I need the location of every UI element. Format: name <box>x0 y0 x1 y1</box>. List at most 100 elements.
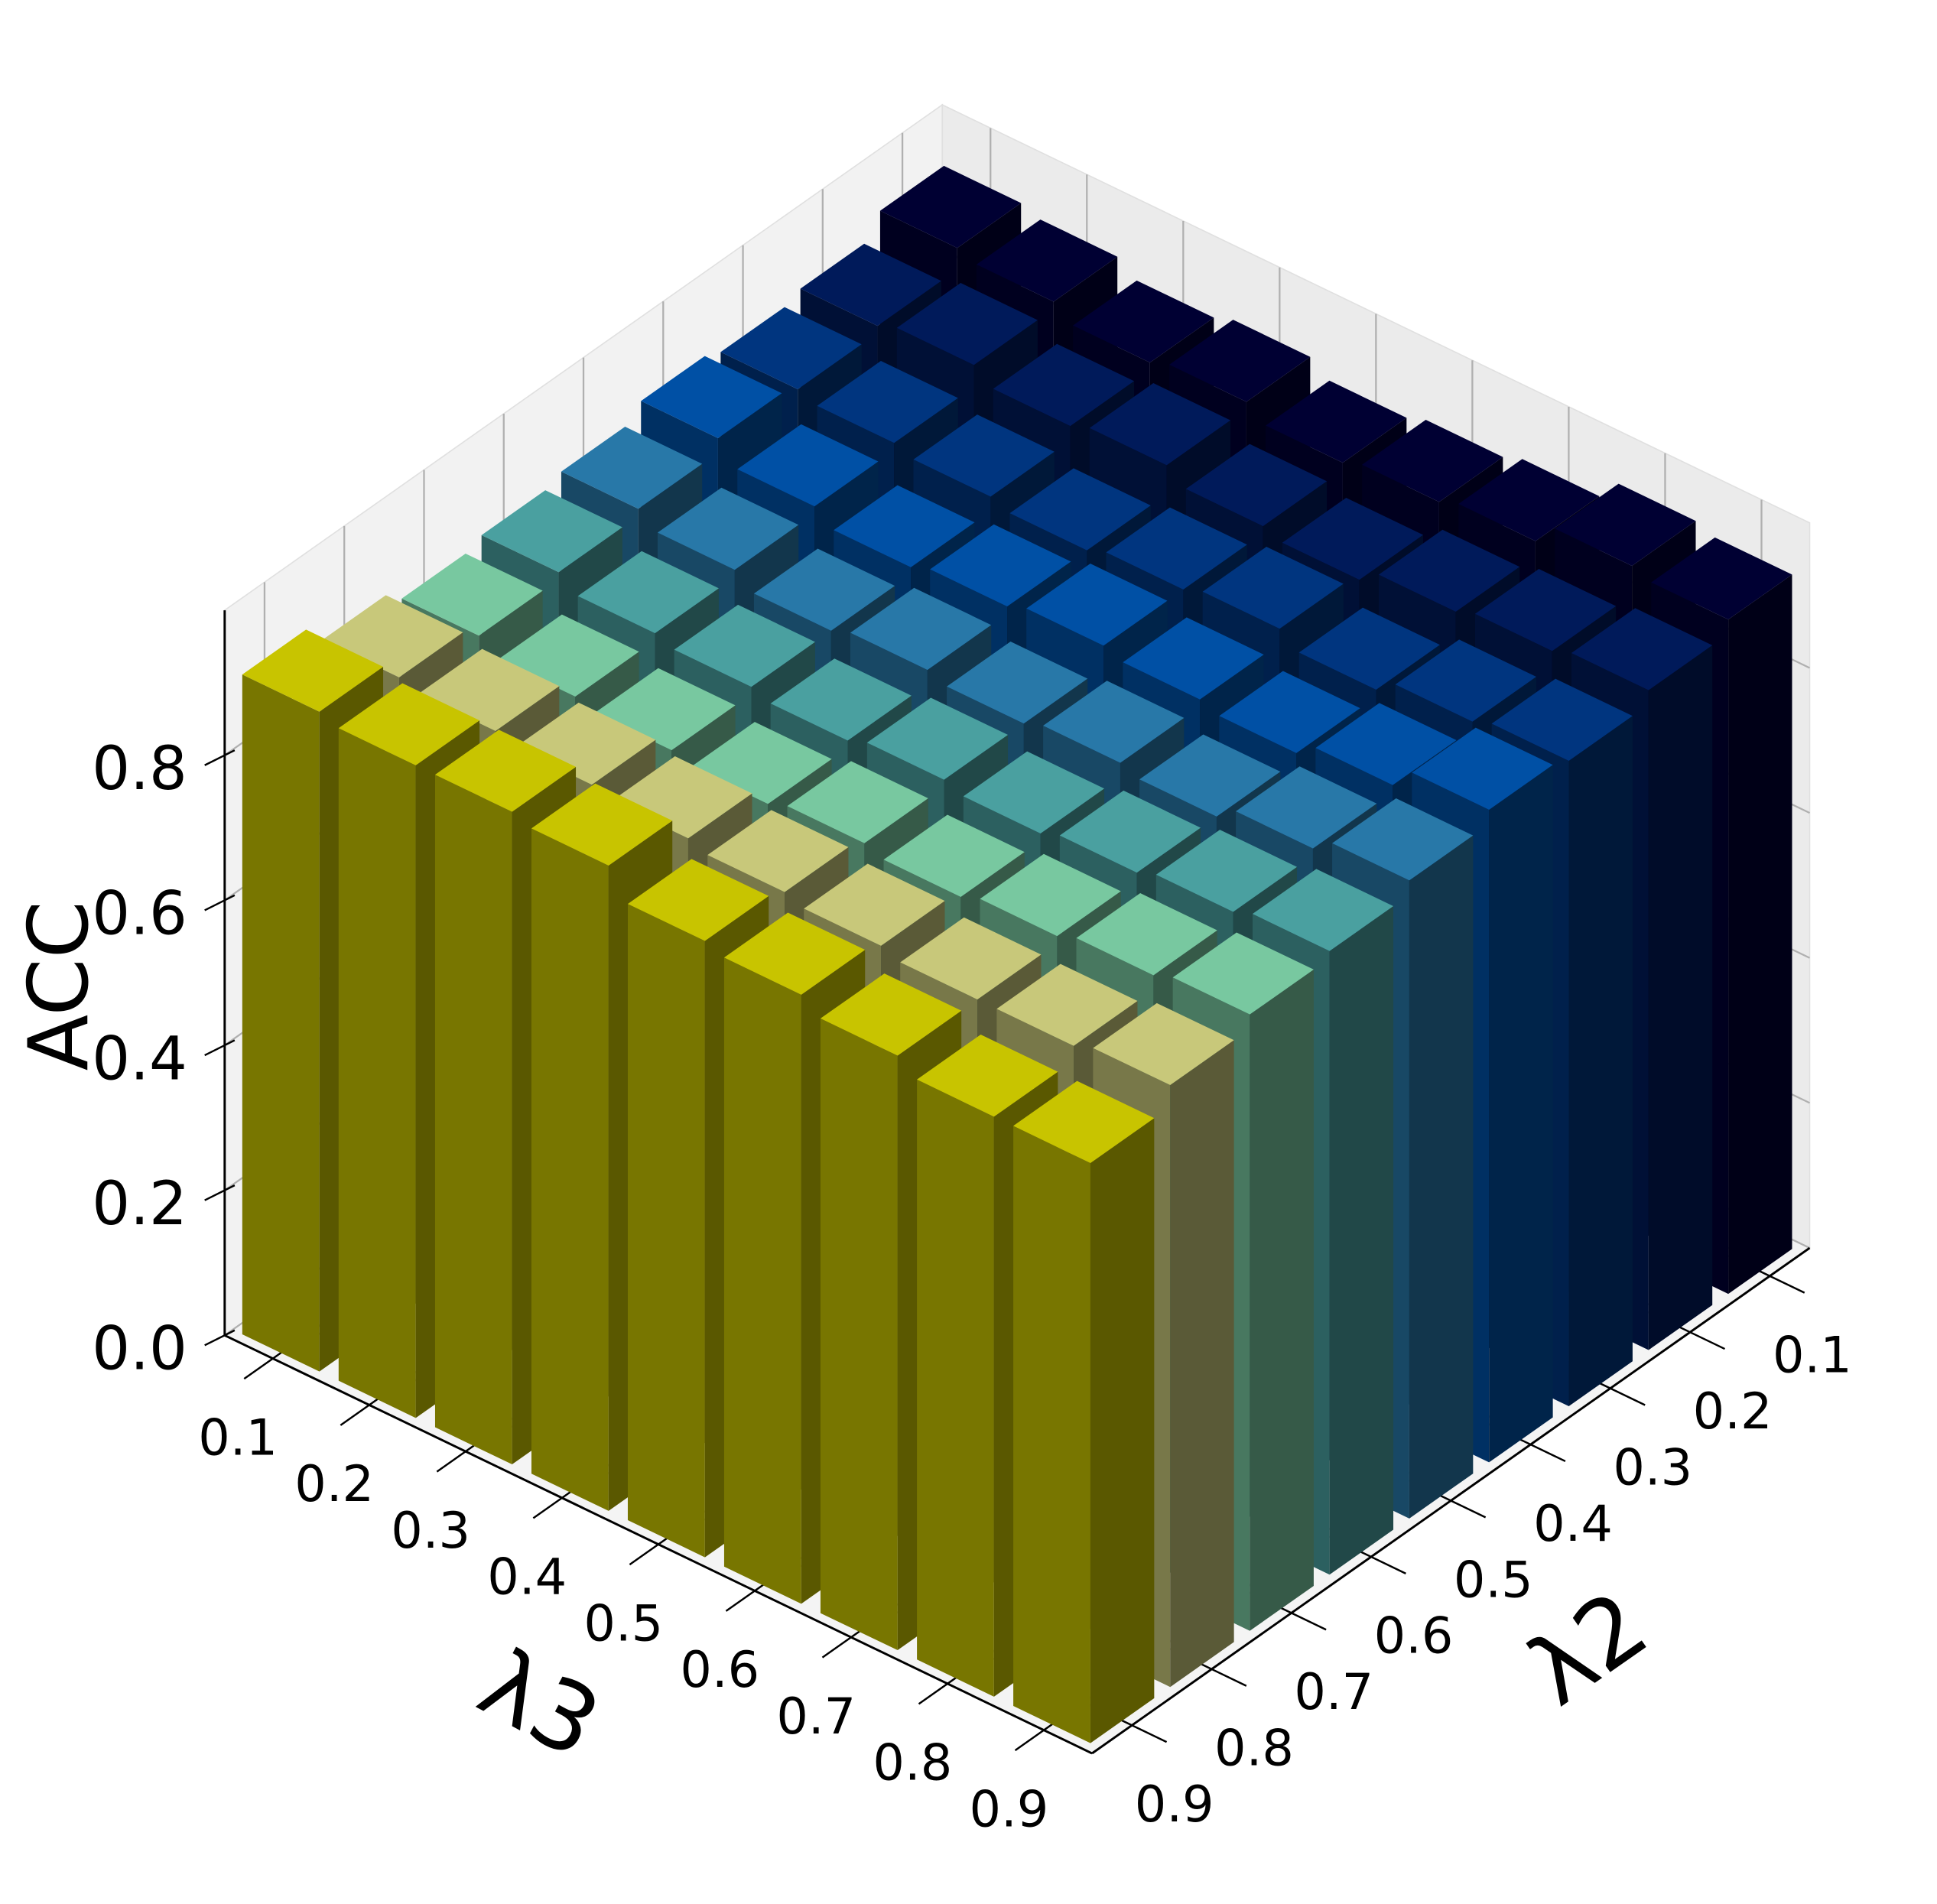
bar-face <box>531 783 673 866</box>
x-tick-label: 0.9 <box>969 1780 1048 1838</box>
x-tick-label: 0.8 <box>873 1734 952 1792</box>
z-axis-label: ACC <box>11 901 107 1071</box>
z-tick-label: 0.4 <box>92 1024 187 1093</box>
x-tick-label: 0.5 <box>583 1594 663 1652</box>
bar-face <box>917 1034 1058 1117</box>
bar-face <box>996 963 1138 1046</box>
bar-face <box>947 642 1088 724</box>
bar-face <box>1089 383 1231 466</box>
y-tick-label: 0.5 <box>1454 1551 1533 1609</box>
bar-face <box>770 658 912 741</box>
bar-face <box>674 604 815 687</box>
bar-face <box>963 751 1105 834</box>
z-tick <box>204 1184 236 1201</box>
bar-face <box>481 490 622 573</box>
bar-face <box>657 487 799 570</box>
bar-face <box>980 853 1121 937</box>
bar-face <box>993 343 1135 427</box>
bar-face <box>866 697 1009 780</box>
bar-face <box>1236 766 1377 849</box>
z-tick <box>204 1039 236 1057</box>
z-tick-label: 0.2 <box>92 1169 187 1239</box>
bar-face <box>723 957 801 1604</box>
bar-face <box>707 810 849 892</box>
y-tick-label: 0.8 <box>1214 1720 1294 1778</box>
bar-face <box>1170 1040 1234 1688</box>
x-tick-label: 0.6 <box>680 1641 759 1699</box>
bar-face <box>1106 507 1247 590</box>
bar-face <box>1489 765 1553 1463</box>
y-axis <box>1091 1246 1811 1755</box>
bar-face <box>242 674 320 1372</box>
bar-face <box>531 828 609 1511</box>
x-tick-label: 0.4 <box>487 1548 567 1607</box>
bar <box>338 683 480 1418</box>
bar-face <box>1026 564 1168 646</box>
bar-face <box>1090 1118 1155 1743</box>
bar-face <box>1266 380 1407 463</box>
bar-face <box>834 485 975 567</box>
bar-face <box>1013 1126 1090 1743</box>
bar-face <box>1474 569 1617 651</box>
bar-face <box>1202 546 1344 629</box>
bar-face <box>338 683 480 765</box>
bar-face <box>1651 537 1792 620</box>
bar-face <box>723 912 866 995</box>
bar-face <box>1555 483 1696 566</box>
bar-face <box>1491 678 1633 762</box>
y-tick-label: 0.3 <box>1613 1438 1692 1496</box>
bar-face <box>879 165 1022 249</box>
bar-face <box>1728 574 1792 1295</box>
bar-face <box>737 424 879 507</box>
bar-face <box>1409 835 1474 1519</box>
bar-face <box>1043 681 1185 763</box>
bar-face <box>1378 529 1520 612</box>
bar-face <box>1013 1080 1155 1164</box>
bar-face <box>242 629 384 712</box>
bar-face <box>627 904 705 1558</box>
bar-face <box>1282 498 1424 580</box>
bar-face <box>800 243 941 327</box>
y-tick-label: 0.9 <box>1135 1776 1214 1834</box>
bar-face <box>1315 703 1457 785</box>
x-tick-label: 0.1 <box>198 1409 278 1467</box>
bar-face <box>641 356 782 439</box>
z-tick <box>204 894 236 911</box>
bar-face <box>720 307 862 390</box>
bar-face <box>1568 716 1633 1406</box>
bar-face <box>1009 468 1151 551</box>
x-tick-label: 0.2 <box>294 1455 374 1513</box>
bar-face <box>1185 444 1328 527</box>
bar-face <box>1093 1002 1234 1086</box>
y-tick-label: 0.4 <box>1533 1495 1613 1553</box>
bar-face <box>338 728 416 1418</box>
bar-face <box>820 1018 898 1651</box>
bar-face <box>900 917 1042 1000</box>
y-tick-label: 0.7 <box>1294 1663 1373 1721</box>
bar-face <box>1059 790 1201 873</box>
bar-face <box>804 863 945 946</box>
y-tick-label: 0.2 <box>1693 1383 1773 1441</box>
bar-face <box>896 282 1038 366</box>
z-tick-label: 0.8 <box>92 734 187 804</box>
bar-face <box>1076 893 1217 976</box>
bar-face <box>561 426 703 509</box>
bar-face <box>976 219 1118 302</box>
bar-face <box>913 414 1055 497</box>
y-tick-label: 0.6 <box>1374 1607 1454 1665</box>
bar-face <box>627 859 769 941</box>
bar-face <box>817 360 958 444</box>
bar-face <box>787 761 928 843</box>
bar-face <box>1073 280 1214 363</box>
bar-face <box>753 548 895 631</box>
bar-face <box>1123 617 1264 700</box>
bar-face <box>1395 639 1536 722</box>
bar-face <box>1155 830 1298 912</box>
bar-face <box>1458 459 1600 541</box>
bar-face <box>434 729 577 812</box>
z-tick <box>204 749 236 766</box>
bar-face <box>401 553 543 636</box>
x-tick-label: 0.7 <box>776 1688 856 1746</box>
z-tick-label: 0.0 <box>92 1314 187 1384</box>
